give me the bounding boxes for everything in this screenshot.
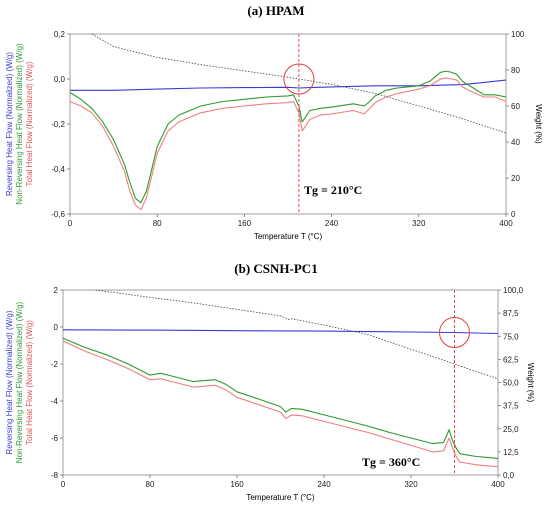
y2-tick-label: 87,5 — [503, 309, 519, 318]
y2-tick-label: 75,0 — [503, 332, 519, 341]
x-tick-label: 0 — [68, 219, 73, 228]
total-series-line — [69, 77, 507, 211]
y-tick-label: -4 — [51, 397, 59, 406]
weight-series-line — [91, 33, 507, 134]
panel-b-x-ticks: 0 80 160 240 320 400 — [61, 475, 505, 489]
y2-tick-label: 100 — [511, 30, 525, 39]
y2-tick-label: 50,0 — [503, 379, 519, 388]
y2-tick-label: 25,0 — [503, 425, 519, 434]
y-tick-label: -6 — [51, 434, 59, 443]
panel-a-y-ticks: 0,2 0,0 -0,2 -0,4 -0,6 — [51, 30, 70, 219]
panel-b-series — [62, 289, 499, 468]
x-tick-label: 80 — [153, 219, 162, 228]
y-tick-label: 0 — [54, 323, 59, 332]
panel-b-tg-annotation: Tg = 360°C — [362, 455, 420, 469]
weight-series-line — [95, 289, 499, 380]
nonreversing-series-line — [69, 70, 507, 204]
panel-a-ylabel-nonreversing: Non-Reversing Heat Flow (Normalized) (W/… — [15, 43, 24, 205]
y2-tick-label: 20 — [511, 174, 520, 183]
total-series-line — [62, 340, 499, 468]
x-tick-label: 80 — [146, 480, 155, 489]
panel-a-series — [69, 33, 507, 211]
y-tick-label: -0,6 — [51, 210, 65, 219]
panel-a-title: (a) HPAM — [247, 3, 304, 18]
x-tick-label: 240 — [325, 219, 339, 228]
panel-b-ylabel-reversing: Reversing Heat Flow (Normalized) (W/g) — [5, 310, 14, 454]
x-tick-label: 400 — [499, 219, 513, 228]
y-tick-label: 0,0 — [54, 75, 66, 84]
panel-a-ylabel-reversing: Reversing Heat Flow (Normalized) (W/g) — [5, 52, 14, 196]
panel-a-x-label: Temperature T (°C) — [254, 232, 323, 241]
y-tick-label: 2 — [54, 286, 59, 295]
panel-a-tg-circle — [283, 63, 315, 95]
panel-b-y2-label: Weight (%) — [526, 363, 535, 403]
x-tick-label: 320 — [404, 480, 418, 489]
y2-tick-label: 0,0 — [503, 471, 515, 480]
y-tick-label: -8 — [51, 471, 59, 480]
x-tick-label: 160 — [230, 480, 244, 489]
x-tick-label: 160 — [238, 219, 252, 228]
panel-b-title: (b) CSNH-PC1 — [234, 261, 317, 276]
y2-tick-label: 60 — [511, 102, 520, 111]
reversing-series-line — [62, 329, 499, 335]
y2-tick-label: 80 — [511, 66, 520, 75]
panel-a: (a) HPAM 0 80 160 240 320 400 0,20,0-0,2-0,4-… — [5, 3, 543, 241]
panel-b-x-label: Temperature T (°C) — [246, 493, 315, 502]
y-tick-label: -0,4 — [51, 165, 65, 174]
panel-a-ylabel-total: Total Heat Flow (Normalized) (W/g) — [25, 61, 34, 186]
panel-a-plot-frame — [69, 33, 507, 215]
y-tick-label: -2 — [51, 360, 59, 369]
panel-b-ylabel-total: Total Heat Flow (Normalized) (W/g) — [25, 320, 34, 445]
y2-tick-label: 100,0 — [503, 286, 524, 295]
x-tick-label: 0 — [61, 480, 66, 489]
panel-a-x-ticks: 0 80 160 240 320 400 — [68, 214, 513, 228]
panel-b-y2-ticks: 100,0 87,5 75,0 62,5 50,0 37,5 25,0 12,5 0,0 — [498, 286, 524, 480]
y2-tick-label: 40 — [511, 138, 520, 147]
panel-a-tg-annotation: Tg = 210°C — [304, 183, 362, 197]
x-tick-label: 400 — [491, 480, 505, 489]
x-tick-label: 320 — [412, 219, 426, 228]
panel-b-y-ticks: 2 0 -2 -4 -6 -8 — [51, 286, 63, 480]
panel-b: (b) CSNH-PC1 0 80 160 240 320 400 20-2-4-6-8 … — [5, 261, 535, 502]
nonreversing-series-line — [62, 337, 499, 459]
panel-b-ylabel-nonreversing: Non-Reversing Heat Flow (Normalized) (W/… — [15, 301, 24, 463]
y2-tick-label: 0 — [511, 210, 516, 219]
y-tick-label: 0,2 — [54, 30, 66, 39]
panel-a-y2-ticks: 100 80 60 40 20 0 — [506, 30, 525, 219]
y-tick-label: -0,2 — [51, 120, 65, 129]
reversing-series-line — [70, 79, 507, 91]
panel-b-tg-circle — [439, 317, 470, 349]
y2-tick-label: 62,5 — [503, 355, 519, 364]
panel-a-y2-label: Weight (%) — [534, 104, 543, 144]
x-tick-label: 240 — [317, 480, 331, 489]
panel-b-plot-frame — [62, 289, 499, 476]
y2-tick-label: 12,5 — [503, 448, 519, 457]
y2-tick-label: 37,5 — [503, 402, 519, 411]
